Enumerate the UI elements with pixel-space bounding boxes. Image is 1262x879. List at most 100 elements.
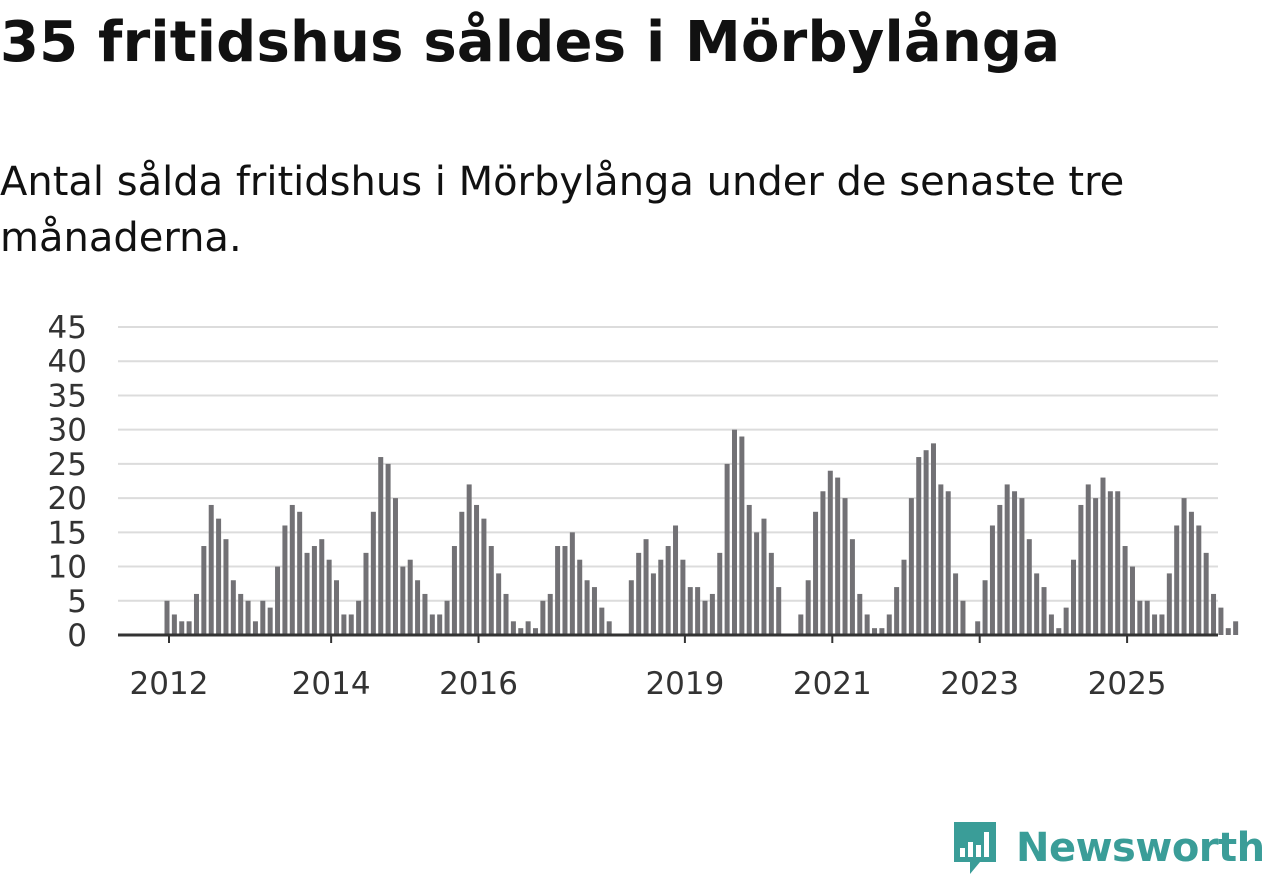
x-tick-label: 2014 (292, 666, 371, 702)
bar (628, 580, 634, 635)
bar (481, 518, 487, 635)
bar (1085, 484, 1091, 635)
bar (1100, 477, 1106, 635)
bar (1078, 504, 1084, 635)
bar (1144, 600, 1150, 635)
bar (540, 600, 546, 635)
x-tick-label: 2019 (645, 666, 724, 702)
bar (1107, 491, 1113, 635)
bar (459, 511, 465, 635)
bar (872, 628, 878, 635)
bar (1129, 566, 1135, 635)
bar (864, 614, 870, 635)
y-tick-label: 0 (67, 618, 87, 654)
bar (319, 539, 325, 635)
bar (695, 587, 701, 635)
bar (326, 559, 332, 635)
bar (407, 559, 413, 635)
bar (953, 573, 959, 635)
bar (370, 511, 376, 635)
bar (260, 600, 266, 635)
bar (569, 532, 575, 635)
bar (776, 587, 782, 635)
bar (584, 580, 590, 635)
bar-chart: 35 0510152025303540452012201420162019202… (48, 310, 1239, 702)
bar (754, 532, 760, 635)
y-tick-label: 35 (48, 378, 87, 414)
bar (503, 593, 509, 635)
bar (385, 463, 391, 635)
bar (488, 546, 494, 635)
bar (1152, 614, 1158, 635)
bar (606, 621, 612, 635)
bar (673, 525, 679, 635)
newsworthy-logo-icon (954, 822, 996, 874)
bar (717, 552, 723, 635)
bar (731, 429, 737, 635)
bar (186, 621, 192, 635)
bar (363, 552, 369, 635)
y-tick-label: 10 (48, 550, 87, 586)
bar (518, 628, 524, 635)
x-tick-label: 2016 (439, 666, 518, 702)
bar (216, 518, 222, 635)
bar (1115, 491, 1121, 635)
bar (997, 504, 1003, 635)
bar (599, 607, 605, 635)
bar (444, 600, 450, 635)
bar (422, 593, 428, 635)
bar (908, 498, 914, 635)
bar (768, 552, 774, 635)
bar (945, 491, 951, 635)
bar (761, 518, 767, 635)
bar (562, 546, 568, 635)
bar (709, 593, 715, 635)
bar (275, 566, 281, 635)
bar (1004, 484, 1010, 635)
bar (348, 614, 354, 635)
bar (245, 600, 251, 635)
bars: 35 (164, 429, 1239, 635)
bar (1174, 525, 1180, 635)
bar (1196, 525, 1202, 635)
bar (297, 511, 303, 635)
bar (1041, 587, 1047, 635)
y-tick-label: 25 (48, 447, 87, 483)
bar (680, 559, 686, 635)
bar (400, 566, 406, 635)
bar (886, 614, 892, 635)
bar (1034, 573, 1040, 635)
bar (1218, 607, 1224, 635)
bar (208, 504, 214, 635)
bar (879, 628, 885, 635)
bar (1159, 614, 1165, 635)
bar (1026, 539, 1032, 635)
bar (1225, 628, 1231, 635)
bar (1166, 573, 1172, 635)
bar (1063, 607, 1069, 635)
bar (820, 491, 826, 635)
bar (289, 504, 295, 635)
bar (1048, 614, 1054, 635)
bar (378, 457, 384, 635)
bar (392, 498, 398, 635)
bar (687, 587, 693, 635)
bar (842, 498, 848, 635)
chart-subtitle: Antal sålda fritidshus i Mörbylånga unde… (0, 159, 1125, 261)
x-tick-label: 2025 (1088, 666, 1167, 702)
bar (171, 614, 177, 635)
bar (857, 593, 863, 635)
bar (304, 552, 310, 635)
bar (429, 614, 435, 635)
bar (901, 559, 907, 635)
bar (547, 593, 553, 635)
bar (510, 621, 516, 635)
x-tick-label: 2012 (130, 666, 209, 702)
bar (1137, 600, 1143, 635)
bar (496, 573, 502, 635)
bar (238, 593, 244, 635)
bar (1019, 498, 1025, 635)
bar (252, 621, 258, 635)
bar (1012, 491, 1018, 635)
bar (533, 628, 538, 635)
